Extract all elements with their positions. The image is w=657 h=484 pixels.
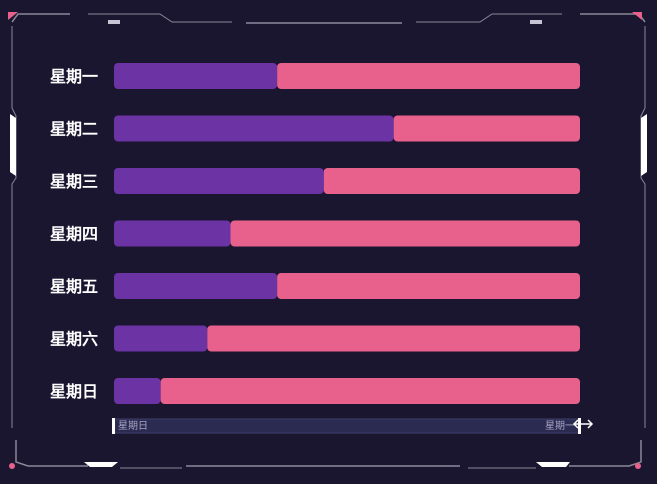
- category-label: 星期日: [50, 382, 98, 401]
- frame-side-accent-left: [10, 114, 16, 176]
- category-label: 星期二: [50, 120, 98, 139]
- frame-top-tick-right: [530, 20, 542, 24]
- frame-side-accent-right: [641, 114, 647, 176]
- bar-series-1[interactable]: [114, 325, 208, 352]
- frame-top-tick-left: [108, 20, 120, 24]
- category-label: 星期五: [50, 277, 98, 296]
- frame-accent-top-left: [8, 12, 18, 20]
- category-label: 星期六: [50, 330, 98, 349]
- category-label: 星期一: [50, 67, 98, 86]
- frame-dot-bottom-right: [635, 463, 641, 469]
- resize-arrows-icon[interactable]: [572, 419, 594, 429]
- bar-series-2[interactable]: [277, 273, 580, 299]
- bar-series-1[interactable]: [114, 63, 278, 89]
- bar-series-2[interactable]: [230, 220, 581, 247]
- frame-top-line-right: [416, 13, 562, 23]
- zoom-track[interactable]: [113, 418, 581, 434]
- frame-bottom-accent-right: [536, 462, 570, 467]
- zoom-handle-end[interactable]: [578, 418, 581, 434]
- bar-series-1[interactable]: [114, 115, 394, 142]
- bar-series-2[interactable]: [160, 378, 580, 404]
- data-zoom-slider[interactable]: 星期日 星期一: [112, 418, 594, 434]
- frame-corner-top-left: [11, 13, 70, 23]
- bar-series-2[interactable]: [277, 63, 580, 89]
- bar-series-2[interactable]: [323, 168, 580, 194]
- bar-series-1[interactable]: [114, 273, 278, 299]
- zoom-end-label: 星期一: [545, 420, 575, 432]
- frame-bottom-accent-left: [84, 462, 118, 467]
- bar-series-2[interactable]: [207, 325, 580, 352]
- bar-series-2[interactable]: [393, 115, 580, 142]
- zoom-handle-start[interactable]: [112, 418, 115, 434]
- bar-series-1[interactable]: [114, 378, 161, 404]
- bar-series-1[interactable]: [114, 220, 231, 247]
- frame-dot-bottom-left: [9, 463, 15, 469]
- category-label: 星期四: [50, 225, 98, 244]
- frame-corner-bottom-left: [15, 440, 88, 467]
- category-label: 星期三: [50, 172, 98, 191]
- zoom-start-label: 星期日: [118, 420, 148, 432]
- bar-series-1[interactable]: [114, 168, 324, 194]
- frame-accent-top-right: [632, 12, 642, 20]
- bars-layer: [114, 63, 580, 404]
- frame-top-line-left: [88, 13, 232, 23]
- frame-corner-bottom-right: [569, 440, 642, 467]
